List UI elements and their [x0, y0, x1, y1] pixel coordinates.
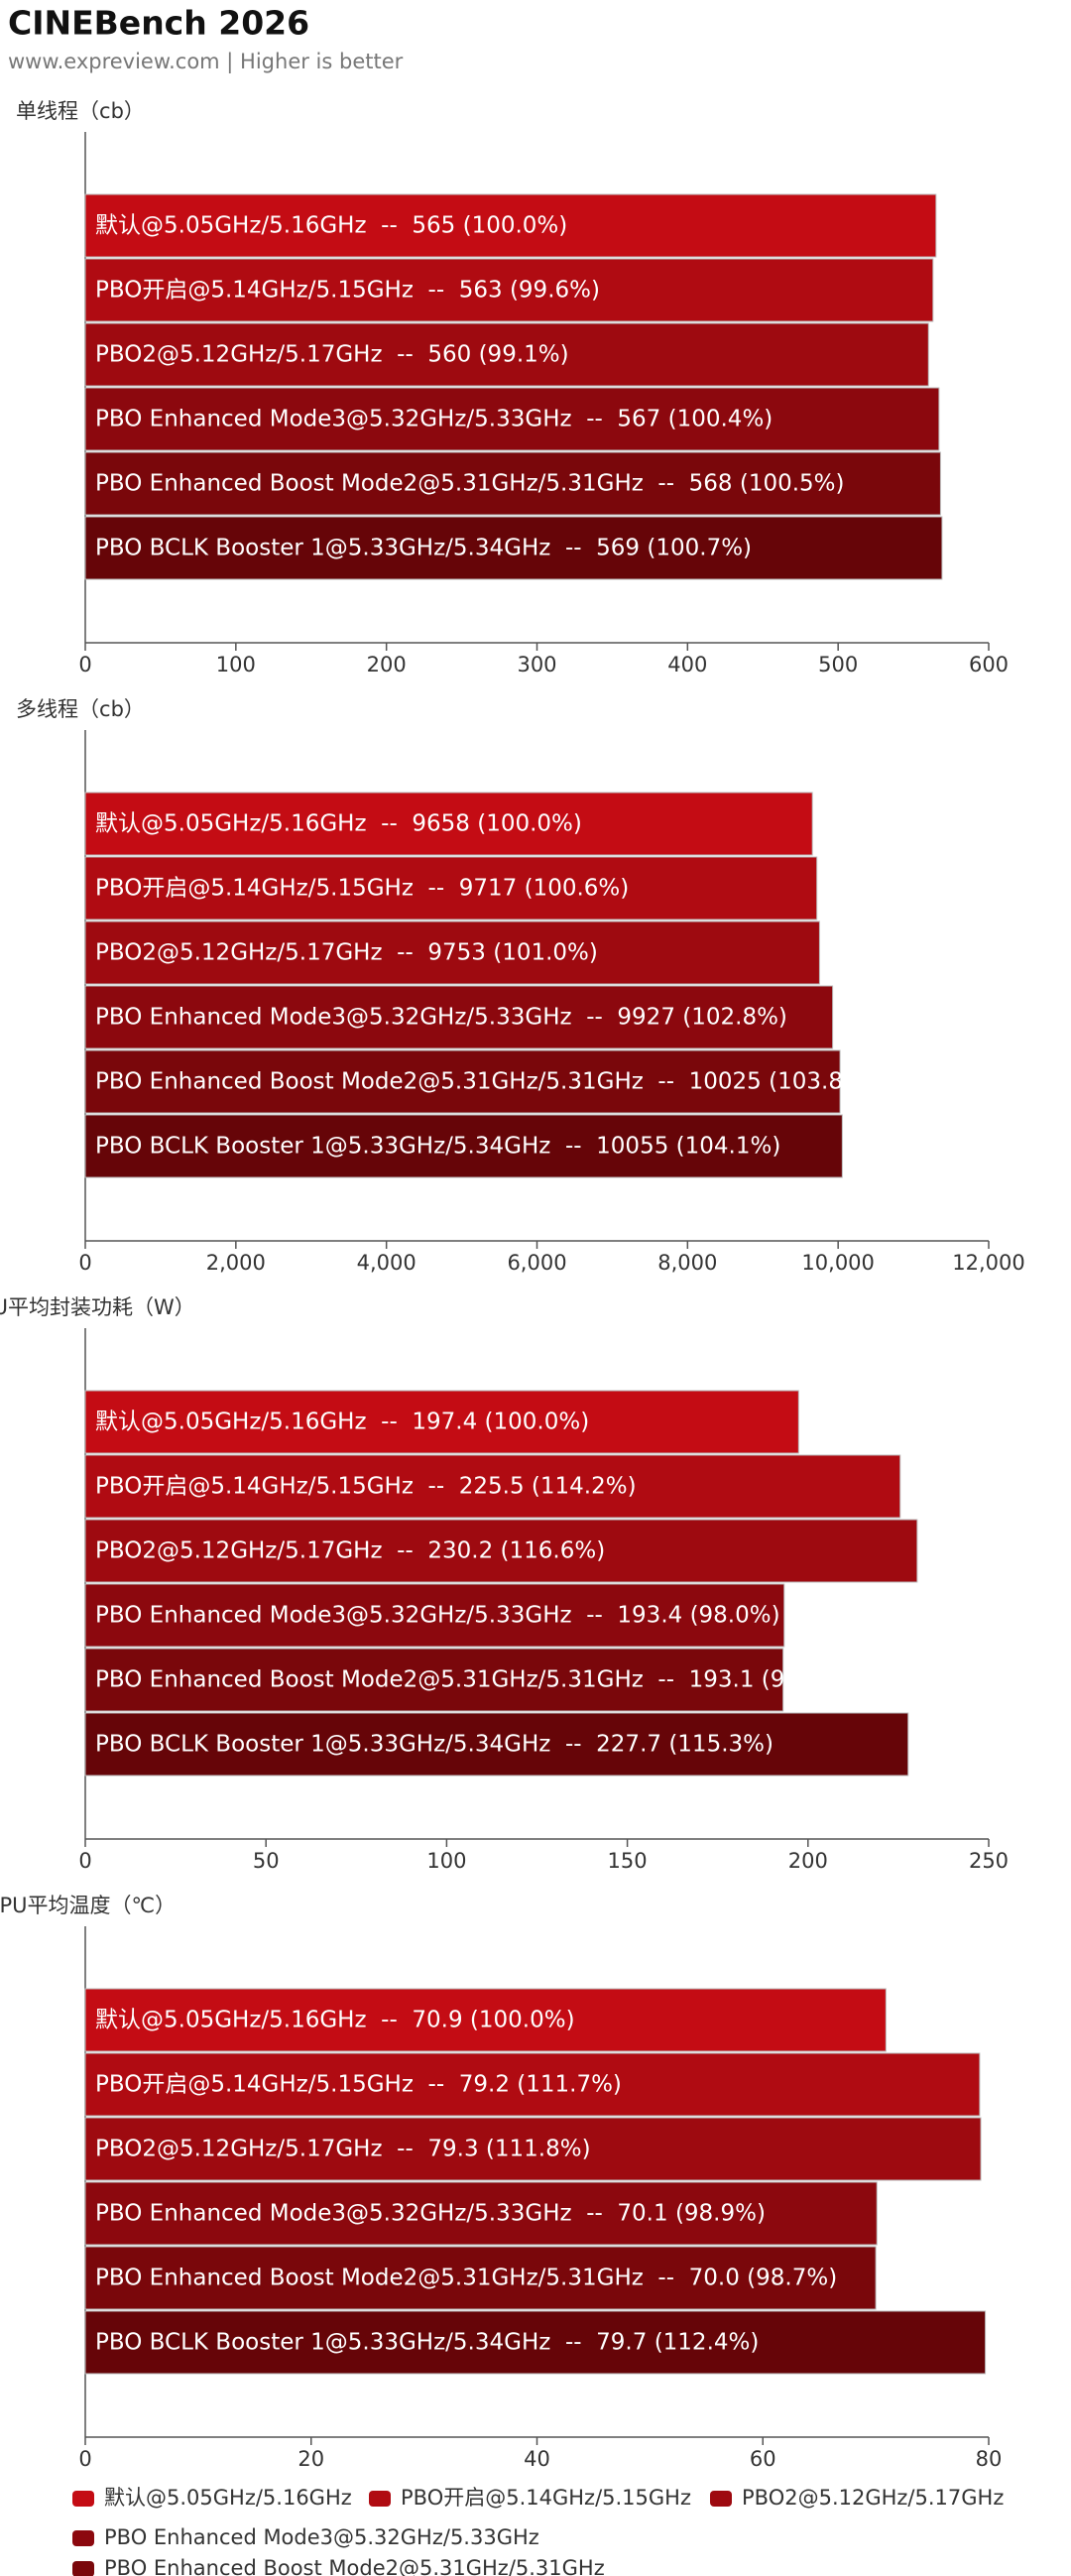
bar-label: PBO2@5.12GHz/5.17GHz -- 230.2 (116.6%) [95, 1538, 605, 1564]
bar-label: 默认@5.05GHz/5.16GHz -- 197.4 (100.0%) [95, 1410, 589, 1435]
bar [84, 985, 834, 1049]
legend-label: PBO开启@5.14GHz/5.15GHz [401, 2486, 691, 2510]
legend-swatch [72, 2491, 94, 2507]
x-tick-label: 60 [750, 2447, 776, 2471]
x-tick-label: 12,000 [952, 1251, 1024, 1275]
bar-label: PBO Enhanced Boost Mode2@5.31GHz/5.31GHz… [95, 1069, 874, 1095]
x-tick-label: 2,000 [206, 1251, 266, 1275]
bar-label: PBO Enhanced Mode3@5.32GHz/5.33GHz -- 19… [95, 1603, 780, 1629]
bar-label: PBO2@5.12GHz/5.17GHz -- 79.3 (111.8%) [95, 2137, 591, 2162]
x-tick-label: 200 [367, 653, 407, 676]
x-tick-label: 500 [818, 653, 858, 676]
x-tick-label: 4,000 [357, 1251, 416, 1275]
x-tick-label: 40 [524, 2447, 550, 2471]
bar [84, 1049, 841, 1114]
bar [84, 1648, 784, 1712]
x-tick-label: 200 [788, 1849, 828, 1873]
x-tick-label: 0 [78, 1251, 91, 1275]
bar-label: PBO Enhanced Mode3@5.32GHz/5.33GHz -- 56… [95, 407, 773, 432]
x-tick-label: 0 [78, 1849, 91, 1873]
page-title: CINEBench 2026 [8, 4, 309, 43]
bar-label: PBO Enhanced Boost Mode2@5.31GHz/5.31GHz… [95, 1667, 852, 1693]
bar [84, 1988, 887, 2052]
chart-title: 单线程（cb） [16, 99, 145, 123]
bar [84, 451, 941, 516]
bar-label: PBO Enhanced Boost Mode2@5.31GHz/5.31GHz… [95, 471, 845, 497]
bar [84, 516, 943, 580]
bar-label: 默认@5.05GHz/5.16GHz -- 565 (100.0%) [95, 213, 567, 239]
bar-label: PBO Enhanced Mode3@5.32GHz/5.33GHz -- 99… [95, 1005, 787, 1031]
legend-label: PBO Enhanced Boost Mode2@5.31GHz/5.31GHz [104, 2556, 605, 2576]
bar-label: PBO Enhanced Mode3@5.32GHz/5.33GHz -- 70… [95, 2201, 766, 2227]
x-tick-label: 100 [216, 653, 256, 676]
bar [84, 920, 820, 985]
x-tick-label: 10,000 [801, 1251, 874, 1275]
x-tick-label: 6,000 [507, 1251, 566, 1275]
bar [84, 2117, 982, 2181]
bar-label: 默认@5.05GHz/5.16GHz -- 70.9 (100.0%) [95, 2008, 575, 2033]
bar [84, 2052, 981, 2117]
bar-label: PBO2@5.12GHz/5.17GHz -- 560 (99.1%) [95, 342, 569, 368]
bar [84, 258, 934, 322]
legend-swatch [72, 2530, 94, 2546]
bar-label: PBO BCLK Booster 1@5.33GHz/5.34GHz -- 79… [95, 2330, 759, 2356]
x-tick-label: 50 [253, 1849, 280, 1873]
bar-label: PBO开启@5.14GHz/5.15GHz -- 9717 (100.6%) [95, 876, 629, 902]
chart-title: CPU平均封装功耗（W） [0, 1295, 195, 1319]
bar-label: PBO开启@5.14GHz/5.15GHz -- 225.5 (114.2%) [95, 1474, 637, 1500]
bar [84, 1712, 909, 1777]
bar [84, 322, 929, 387]
bar-label: PBO开启@5.14GHz/5.15GHz -- 79.2 (111.7%) [95, 2072, 622, 2098]
x-tick-label: 250 [969, 1849, 1009, 1873]
legend-swatch [710, 2491, 732, 2507]
bar [84, 1583, 785, 1648]
legend-swatch [72, 2561, 94, 2576]
x-tick-label: 0 [78, 653, 91, 676]
bar-label: 默认@5.05GHz/5.16GHz -- 9658 (100.0%) [95, 811, 582, 837]
legend-label: 默认@5.05GHz/5.16GHz [104, 2486, 352, 2510]
legend-label: PBO2@5.12GHz/5.17GHz [742, 2486, 1004, 2510]
legend-swatch [369, 2491, 391, 2507]
bar [84, 1519, 918, 1583]
bar-label: PBO开启@5.14GHz/5.15GHz -- 563 (99.6%) [95, 278, 600, 304]
bar [84, 1114, 843, 1178]
bar [84, 2246, 877, 2310]
page-subtitle: www.expreview.com | Higher is better [8, 50, 404, 74]
x-tick-label: 0 [78, 2447, 91, 2471]
bar [84, 193, 937, 258]
bar [84, 2310, 987, 2375]
bar-label: PBO2@5.12GHz/5.17GHz -- 9753 (101.0%) [95, 940, 598, 966]
bar [84, 1454, 901, 1519]
bar-label: PBO BCLK Booster 1@5.33GHz/5.34GHz -- 10… [95, 1134, 780, 1160]
x-tick-label: 600 [969, 653, 1009, 676]
bar-label: PBO BCLK Booster 1@5.33GHz/5.34GHz -- 22… [95, 1732, 774, 1758]
bar-label: PBO BCLK Booster 1@5.33GHz/5.34GHz -- 56… [95, 536, 752, 561]
chart-title: 多线程（cb） [16, 697, 145, 721]
bar [84, 1390, 799, 1454]
x-tick-label: 400 [667, 653, 707, 676]
bar [84, 792, 813, 856]
bar [84, 387, 940, 451]
x-tick-label: 150 [608, 1849, 648, 1873]
x-tick-label: 80 [976, 2447, 1003, 2471]
bar [84, 2181, 878, 2246]
chart-title: CPU平均温度（℃） [0, 1894, 176, 1917]
x-tick-label: 100 [426, 1849, 466, 1873]
bar-label: PBO Enhanced Boost Mode2@5.31GHz/5.31GHz… [95, 2266, 837, 2291]
x-tick-label: 8,000 [657, 1251, 717, 1275]
bar [84, 856, 818, 920]
x-tick-label: 20 [298, 2447, 324, 2471]
x-tick-label: 300 [517, 653, 556, 676]
legend-label: PBO Enhanced Mode3@5.32GHz/5.33GHz [104, 2525, 539, 2549]
